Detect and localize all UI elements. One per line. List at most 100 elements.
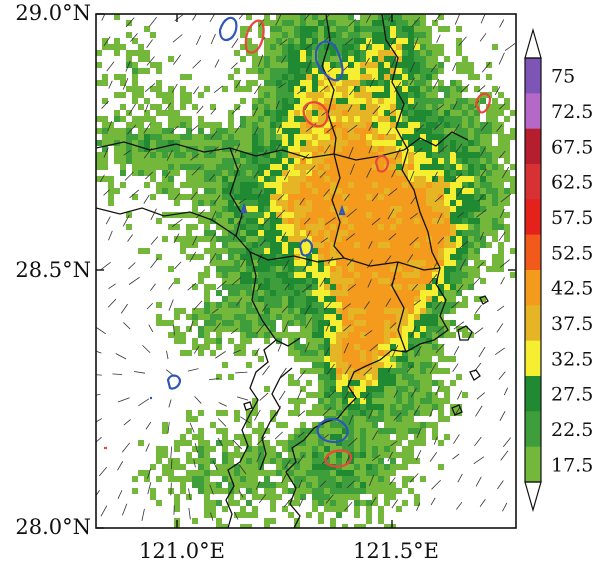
reflectivity-pixel	[360, 188, 366, 194]
reflectivity-pixel	[132, 488, 138, 494]
reflectivity-pixel	[138, 68, 144, 74]
reflectivity-pixel	[414, 80, 420, 86]
reflectivity-pixel	[462, 194, 468, 200]
reflectivity-pixel	[288, 140, 294, 146]
reflectivity-pixel	[228, 224, 234, 230]
reflectivity-pixel	[336, 80, 342, 86]
reflectivity-pixel	[252, 428, 258, 434]
wind-barb	[257, 54, 264, 67]
reflectivity-pixel	[402, 230, 408, 236]
reflectivity-pixel	[336, 338, 342, 344]
reflectivity-pixel	[294, 230, 300, 236]
reflectivity-pixel	[138, 116, 144, 122]
wind-barb	[231, 38, 239, 49]
reflectivity-pixel	[204, 134, 210, 140]
reflectivity-pixel	[312, 212, 318, 218]
reflectivity-pixel	[432, 428, 438, 434]
reflectivity-pixel	[228, 206, 234, 212]
reflectivity-pixel	[132, 122, 138, 128]
wind-barb	[167, 421, 170, 434]
reflectivity-pixel	[336, 500, 342, 506]
reflectivity-pixel	[390, 374, 396, 380]
reflectivity-pixel	[450, 98, 456, 104]
reflectivity-pixel	[330, 134, 336, 140]
reflectivity-pixel	[402, 260, 408, 266]
reflectivity-pixel	[438, 68, 444, 74]
reflectivity-pixel	[492, 188, 498, 194]
reflectivity-pixel	[114, 116, 120, 122]
reflectivity-pixel	[396, 164, 402, 170]
reflectivity-pixel	[402, 284, 408, 290]
reflectivity-pixel	[126, 146, 132, 152]
reflectivity-pixel	[474, 86, 480, 92]
reflectivity-pixel	[420, 74, 426, 80]
reflectivity-pixel	[228, 320, 234, 326]
wind-barb	[413, 299, 421, 306]
reflectivity-pixel	[270, 452, 276, 458]
wind-barb	[189, 251, 197, 263]
wind-barb	[479, 231, 484, 241]
reflectivity-pixel	[432, 248, 438, 254]
reflectivity-pixel	[408, 236, 414, 242]
reflectivity-pixel	[300, 98, 306, 104]
reflectivity-pixel	[426, 320, 432, 326]
reflectivity-pixel	[300, 290, 306, 296]
reflectivity-pixel	[384, 326, 390, 332]
reflectivity-pixel	[330, 230, 336, 236]
reflectivity-pixel	[390, 410, 396, 416]
reflectivity-pixel	[342, 452, 348, 458]
reflectivity-pixel	[252, 134, 258, 140]
reflectivity-pixel	[300, 488, 306, 494]
wind-barb	[281, 473, 287, 484]
wind-barb	[233, 511, 239, 520]
reflectivity-pixel	[180, 476, 186, 482]
reflectivity-pixel	[462, 86, 468, 92]
colorbar-label: 67.5	[551, 136, 593, 158]
wind-barb	[261, 303, 268, 312]
reflectivity-pixel	[186, 152, 192, 158]
reflectivity-pixel	[378, 278, 384, 284]
reflectivity-pixel	[216, 164, 222, 170]
reflectivity-pixel	[294, 212, 300, 218]
reflectivity-pixel	[354, 176, 360, 182]
reflectivity-pixel	[174, 116, 180, 122]
wind-barb	[297, 389, 302, 400]
reflectivity-pixel	[342, 488, 348, 494]
reflectivity-pixel	[402, 362, 408, 368]
reflectivity-pixel	[216, 338, 222, 344]
reflectivity-pixel	[396, 380, 402, 386]
reflectivity-pixel	[378, 488, 384, 494]
reflectivity-pixel	[312, 488, 318, 494]
reflectivity-pixel	[408, 146, 414, 152]
reflectivity-pixel	[216, 170, 222, 176]
reflectivity-pixel	[348, 392, 354, 398]
reflectivity-pixel	[210, 326, 216, 332]
reflectivity-pixel	[348, 158, 354, 164]
reflectivity-pixel	[474, 248, 480, 254]
reflectivity-pixel	[126, 50, 132, 56]
wind-barb	[305, 60, 312, 73]
reflectivity-pixel	[186, 182, 192, 188]
reflectivity-pixel	[378, 452, 384, 458]
reflectivity-pixel	[474, 296, 480, 302]
reflectivity-pixel	[342, 140, 348, 146]
reflectivity-pixel	[420, 476, 426, 482]
reflectivity-pixel	[312, 272, 318, 278]
reflectivity-pixel	[474, 314, 480, 320]
reflectivity-pixel	[174, 278, 180, 284]
reflectivity-pixel	[258, 68, 264, 74]
reflectivity-pixel	[180, 248, 186, 254]
reflectivity-pixel	[300, 356, 306, 362]
reflectivity-pixel	[198, 116, 204, 122]
wind-barb	[275, 209, 286, 220]
reflectivity-pixel	[132, 152, 138, 158]
reflectivity-pixel	[288, 458, 294, 464]
reflectivity-pixel	[390, 470, 396, 476]
wind-barb	[146, 39, 153, 48]
reflectivity-pixel	[402, 224, 408, 230]
reflectivity-pixel	[480, 278, 486, 284]
reflectivity-pixel	[150, 176, 156, 182]
reflectivity-pixel	[162, 320, 168, 326]
reflectivity-pixel	[372, 308, 378, 314]
reflectivity-pixel	[420, 194, 426, 200]
